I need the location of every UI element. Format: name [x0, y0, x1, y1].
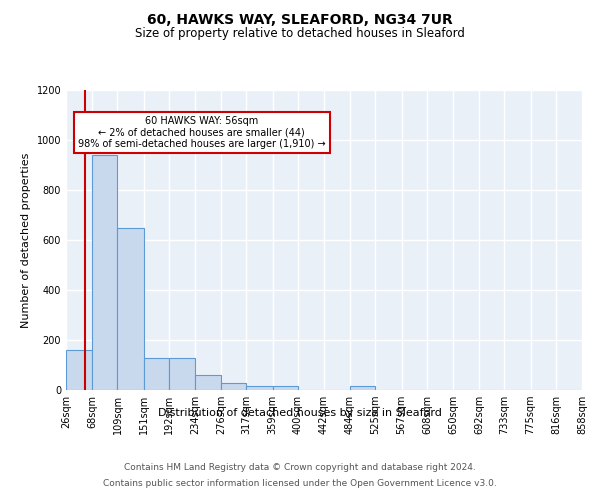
Bar [118, 228, 143, 390]
Text: Distribution of detached houses by size in Sleaford: Distribution of detached houses by size … [158, 408, 442, 418]
Bar [221, 382, 247, 390]
Text: Contains HM Land Registry data © Crown copyright and database right 2024.: Contains HM Land Registry data © Crown c… [124, 462, 476, 471]
Text: 60, HAWKS WAY, SLEAFORD, NG34 7UR: 60, HAWKS WAY, SLEAFORD, NG34 7UR [147, 12, 453, 26]
Y-axis label: Number of detached properties: Number of detached properties [21, 152, 31, 328]
Bar [247, 386, 272, 390]
Bar [169, 358, 195, 390]
Bar [143, 358, 169, 390]
Bar [66, 350, 92, 390]
Text: Contains public sector information licensed under the Open Government Licence v3: Contains public sector information licen… [103, 479, 497, 488]
Bar [92, 155, 118, 390]
Bar [195, 375, 221, 390]
Text: 60 HAWKS WAY: 56sqm
← 2% of detached houses are smaller (44)
98% of semi-detache: 60 HAWKS WAY: 56sqm ← 2% of detached hou… [78, 116, 326, 150]
Text: Size of property relative to detached houses in Sleaford: Size of property relative to detached ho… [135, 28, 465, 40]
Bar [350, 386, 376, 390]
Bar [272, 386, 298, 390]
